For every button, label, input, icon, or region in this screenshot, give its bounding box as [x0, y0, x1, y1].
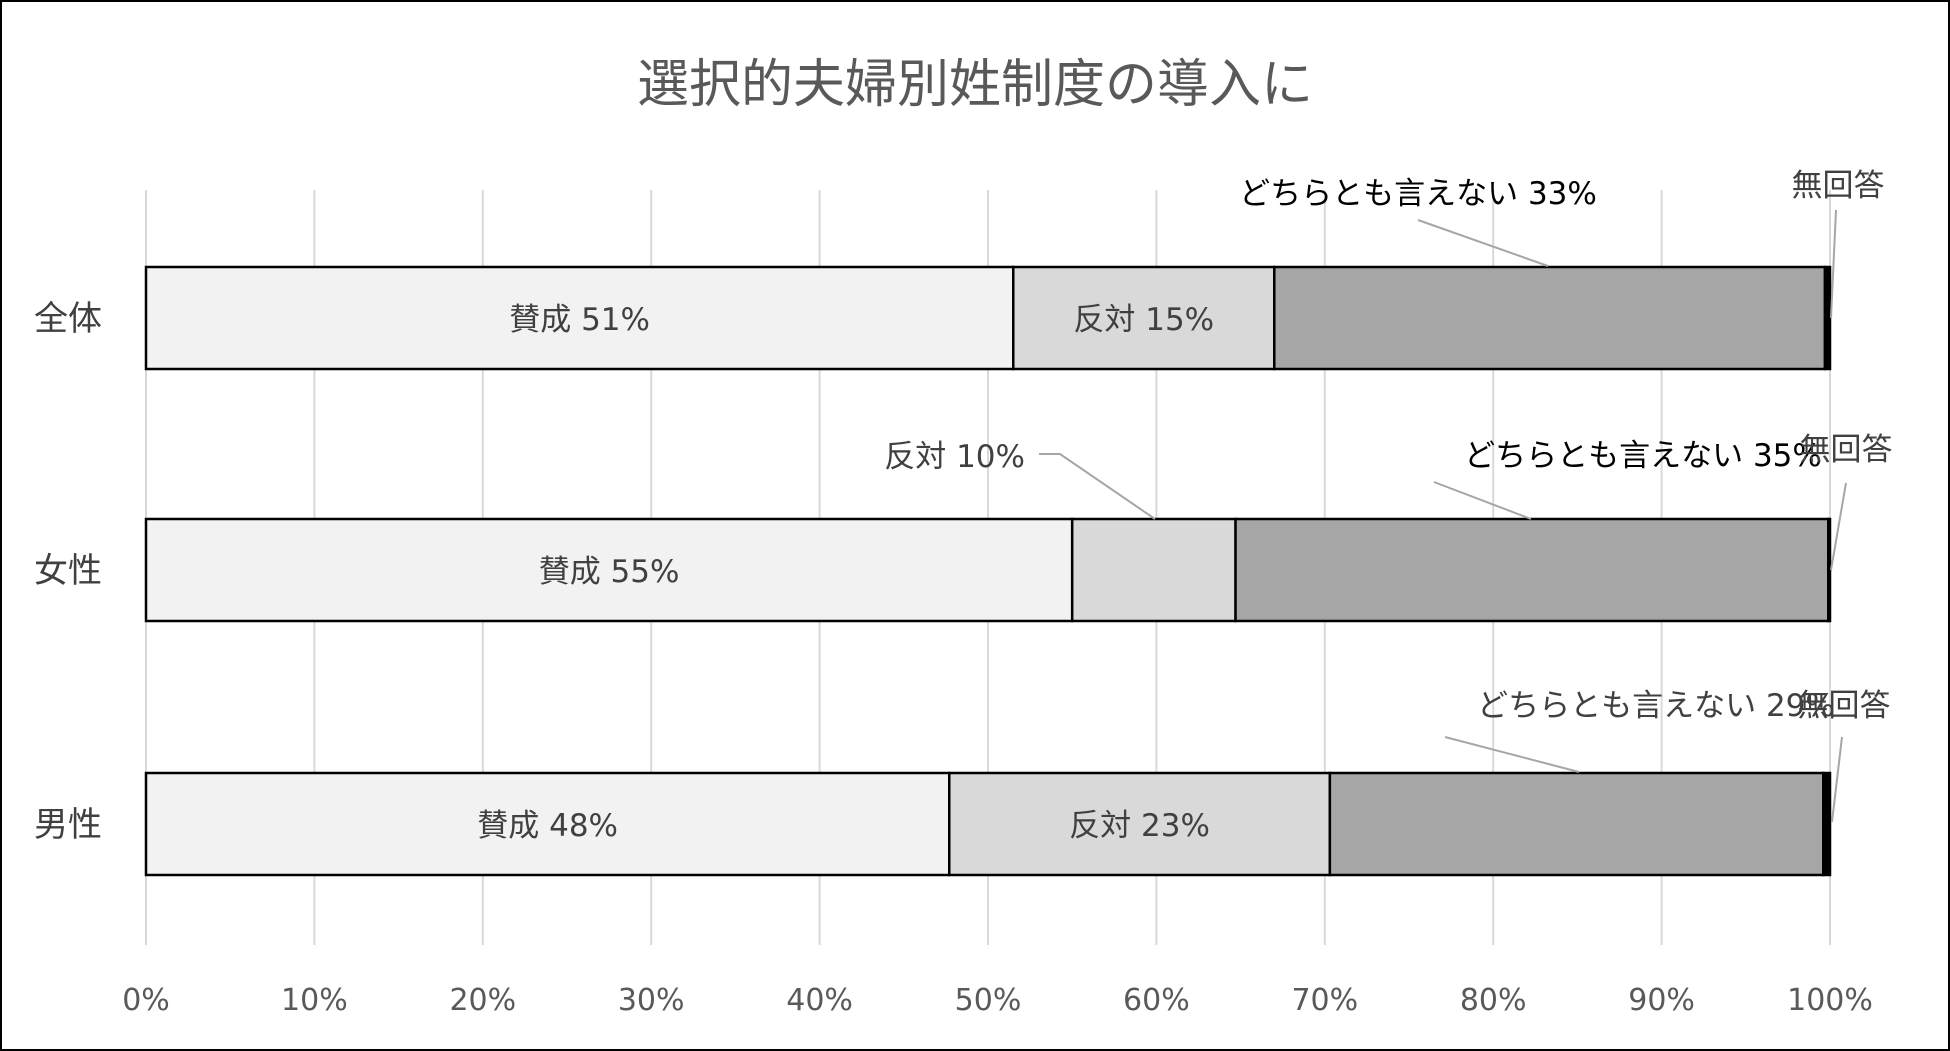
bars [144, 265, 1832, 877]
x-tick-label: 90% [1628, 983, 1695, 1018]
leader-line [1039, 453, 1156, 520]
data-label: どちらとも言えない 33% [1239, 176, 1597, 212]
chart-title: 選択的夫婦別姓制度の導入に [637, 55, 1313, 115]
x-tick-label: 40% [786, 983, 853, 1018]
bar-segment [1328, 771, 1825, 877]
data-label: 無回答 [1800, 432, 1893, 468]
data-label: 反対 23% [1069, 808, 1210, 844]
data-label: どちらとも言えない 35% [1464, 438, 1822, 474]
bar-segment [1822, 771, 1832, 877]
bar-segment [1823, 265, 1832, 371]
bar-segment [948, 771, 1332, 877]
data-label: どちらとも言えない 29% [1477, 688, 1835, 724]
bar-segment [144, 771, 951, 877]
bar-segment [1827, 517, 1832, 623]
x-tick-label: 70% [1291, 983, 1358, 1018]
data-label: 反対 10% [884, 439, 1025, 475]
leader-lines [1039, 209, 1847, 823]
category-label: 全体 [34, 299, 102, 339]
x-tick-label: 50% [955, 983, 1022, 1018]
bar-segment [1070, 517, 1237, 623]
leader-line [1417, 219, 1549, 267]
leader-line [1830, 209, 1837, 319]
bar-segment [1234, 517, 1830, 623]
category-label: 女性 [34, 551, 102, 591]
leader-line [1830, 482, 1847, 571]
leader-line [1831, 736, 1843, 823]
x-axis-ticks: 0% 10% 20% 30% 40% 50% 60% 70% 80% 90% 100% [122, 983, 1873, 1018]
leader-line [1433, 481, 1532, 520]
data-label: 賛成 48% [477, 808, 618, 844]
x-tick-label: 30% [618, 983, 685, 1018]
x-tick-label: 20% [449, 983, 516, 1018]
x-tick-label: 0% [122, 983, 170, 1018]
x-tick-label: 80% [1460, 983, 1527, 1018]
bar-segment [1273, 265, 1827, 371]
leader-line [1444, 736, 1580, 773]
data-label: 賛成 51% [509, 302, 650, 338]
data-label: 賛成 55% [539, 554, 680, 590]
x-tick-label: 10% [281, 983, 348, 1018]
data-label: 無回答 [1792, 168, 1885, 204]
data-label: 無回答 [1798, 688, 1891, 724]
x-tick-label: 60% [1123, 983, 1190, 1018]
data-label: 反対 15% [1073, 302, 1214, 338]
bar-segment [144, 517, 1074, 623]
bar-segment [144, 265, 1015, 371]
category-label: 男性 [34, 805, 102, 845]
x-tick-label: 100% [1787, 983, 1873, 1018]
